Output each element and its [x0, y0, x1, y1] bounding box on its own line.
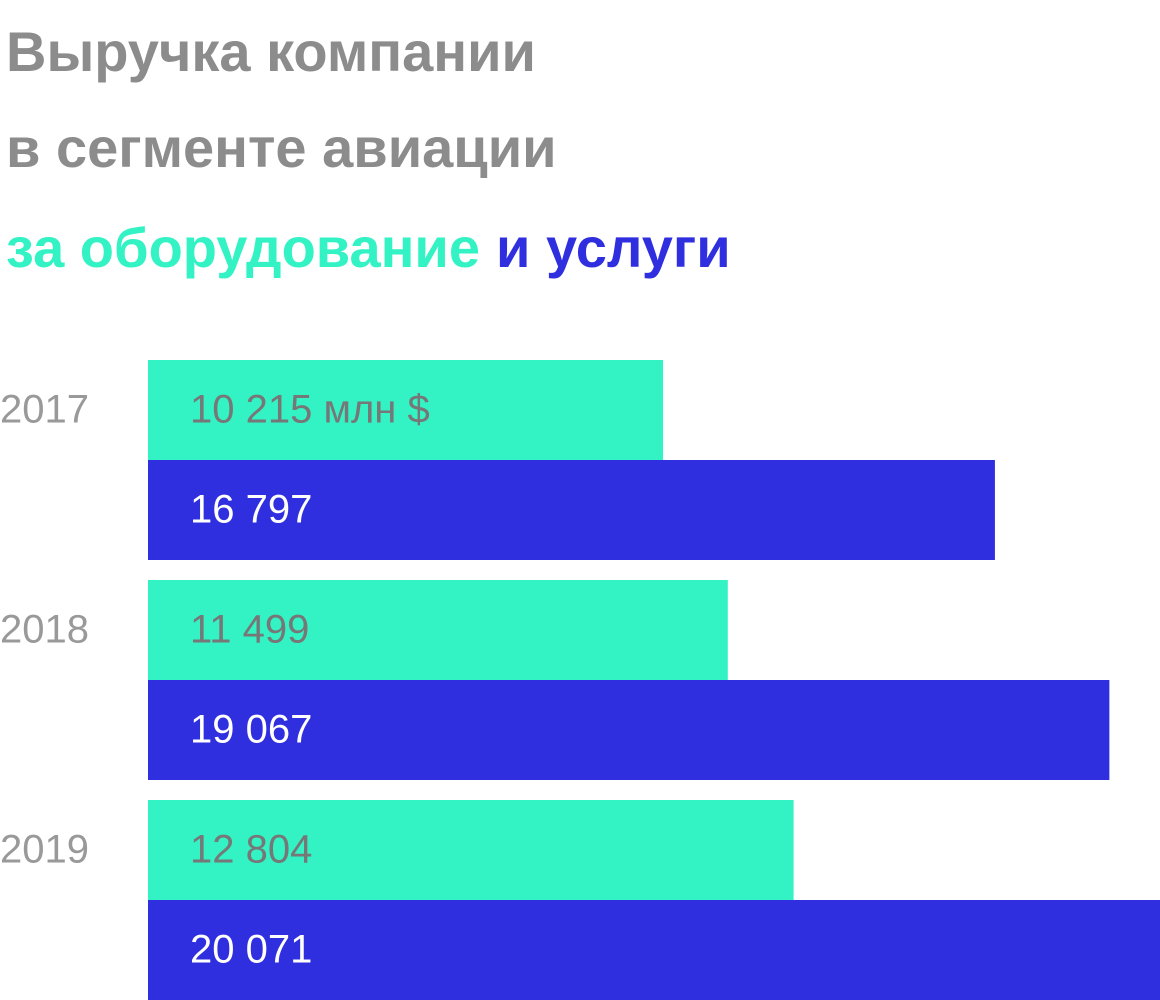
- chart-title: Выручка компании: [6, 20, 536, 83]
- bar: [148, 460, 995, 560]
- y-tick-label: 2017: [0, 388, 89, 432]
- data-label: 12 804: [190, 828, 312, 872]
- data-label: 19 067: [190, 708, 312, 752]
- data-label: 16 797: [190, 488, 312, 532]
- chart-title: в сегменте авиации: [6, 116, 557, 179]
- legend: за оборудование и услуги: [6, 216, 731, 279]
- data-label: 20 071: [190, 928, 312, 972]
- bar: [148, 680, 1110, 780]
- bar: [148, 900, 1160, 1000]
- bar: [148, 360, 664, 460]
- data-label: 10 215 млн $: [190, 388, 430, 432]
- y-tick-label: 2019: [0, 828, 89, 872]
- legend-entry: за оборудование: [6, 216, 480, 279]
- bar: [148, 800, 794, 900]
- y-tick-label: 2018: [0, 608, 89, 652]
- legend-entry: и услуги: [496, 216, 731, 279]
- data-label: 11 499: [190, 608, 309, 652]
- bar: [148, 580, 728, 680]
